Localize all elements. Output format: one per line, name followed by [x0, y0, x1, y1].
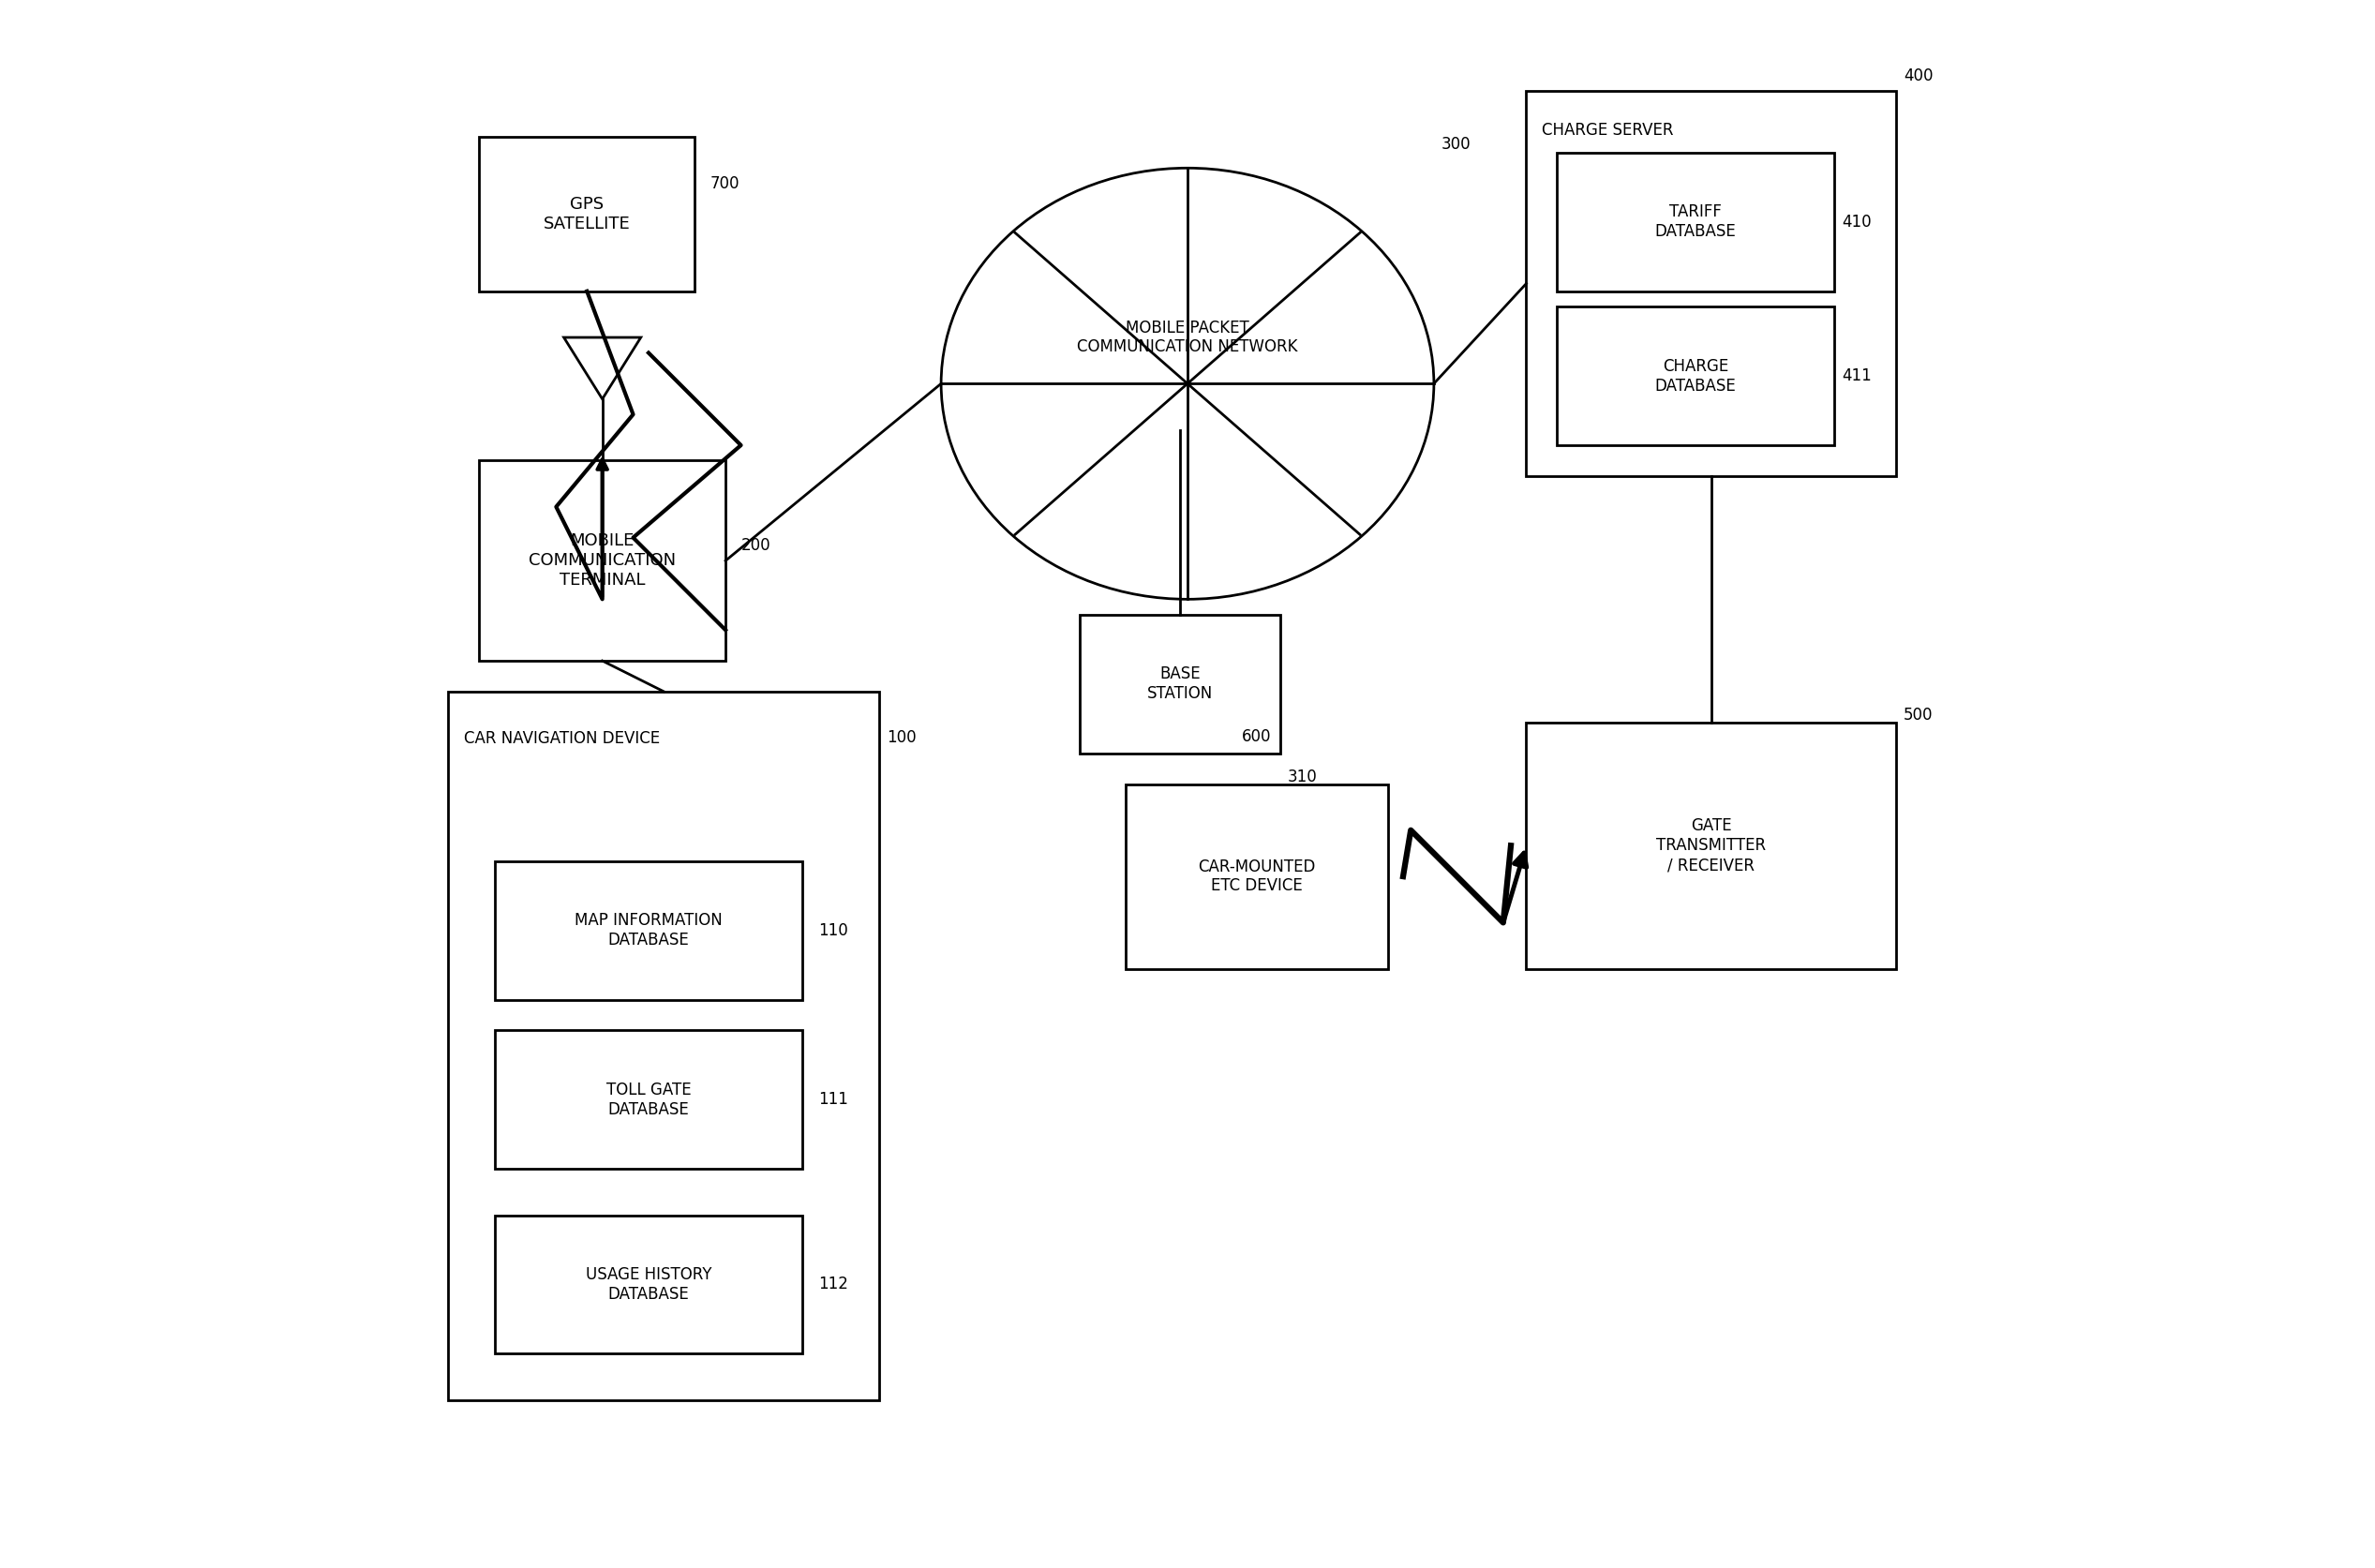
Text: 110: 110 — [817, 922, 848, 939]
Text: MAP INFORMATION
DATABASE: MAP INFORMATION DATABASE — [575, 913, 722, 949]
FancyBboxPatch shape — [1558, 307, 1834, 445]
Text: GATE
TRANSMITTER
/ RECEIVER: GATE TRANSMITTER / RECEIVER — [1655, 817, 1767, 873]
Text: GPS
SATELLITE: GPS SATELLITE — [544, 196, 629, 232]
Text: BASE
STATION: BASE STATION — [1147, 666, 1214, 702]
Text: CAR-MOUNTED
ETC DEVICE: CAR-MOUNTED ETC DEVICE — [1197, 858, 1316, 895]
FancyBboxPatch shape — [1527, 91, 1895, 477]
Text: 600: 600 — [1242, 729, 1271, 745]
Text: 100: 100 — [888, 729, 917, 746]
Text: 300: 300 — [1442, 136, 1470, 152]
Text: 411: 411 — [1843, 367, 1872, 384]
Text: 111: 111 — [817, 1091, 848, 1109]
Text: MOBILE
COMMUNICATION
TERMINAL: MOBILE COMMUNICATION TERMINAL — [530, 533, 677, 588]
Text: 200: 200 — [741, 536, 770, 554]
FancyBboxPatch shape — [1527, 723, 1895, 969]
Text: 310: 310 — [1287, 768, 1318, 786]
Text: 410: 410 — [1843, 213, 1872, 230]
FancyBboxPatch shape — [1126, 784, 1387, 969]
FancyBboxPatch shape — [449, 691, 879, 1400]
Text: TARIFF
DATABASE: TARIFF DATABASE — [1655, 204, 1736, 240]
Text: CAR NAVIGATION DEVICE: CAR NAVIGATION DEVICE — [463, 731, 660, 746]
Text: CHARGE
DATABASE: CHARGE DATABASE — [1655, 358, 1736, 394]
FancyBboxPatch shape — [494, 861, 803, 999]
Text: 500: 500 — [1902, 706, 1933, 723]
Text: TOLL GATE
DATABASE: TOLL GATE DATABASE — [606, 1082, 691, 1118]
Text: 700: 700 — [710, 176, 739, 191]
Text: 400: 400 — [1902, 67, 1933, 85]
FancyBboxPatch shape — [480, 138, 696, 292]
Text: USAGE HISTORY
DATABASE: USAGE HISTORY DATABASE — [587, 1267, 713, 1303]
FancyBboxPatch shape — [494, 1030, 803, 1170]
FancyBboxPatch shape — [494, 1215, 803, 1353]
FancyBboxPatch shape — [480, 461, 724, 660]
Text: MOBILE PACKET
COMMUNICATION NETWORK: MOBILE PACKET COMMUNICATION NETWORK — [1078, 320, 1297, 356]
FancyBboxPatch shape — [1081, 615, 1280, 753]
FancyBboxPatch shape — [1558, 152, 1834, 292]
Text: CHARGE SERVER: CHARGE SERVER — [1541, 122, 1674, 138]
Text: 112: 112 — [817, 1276, 848, 1294]
Ellipse shape — [941, 168, 1434, 599]
